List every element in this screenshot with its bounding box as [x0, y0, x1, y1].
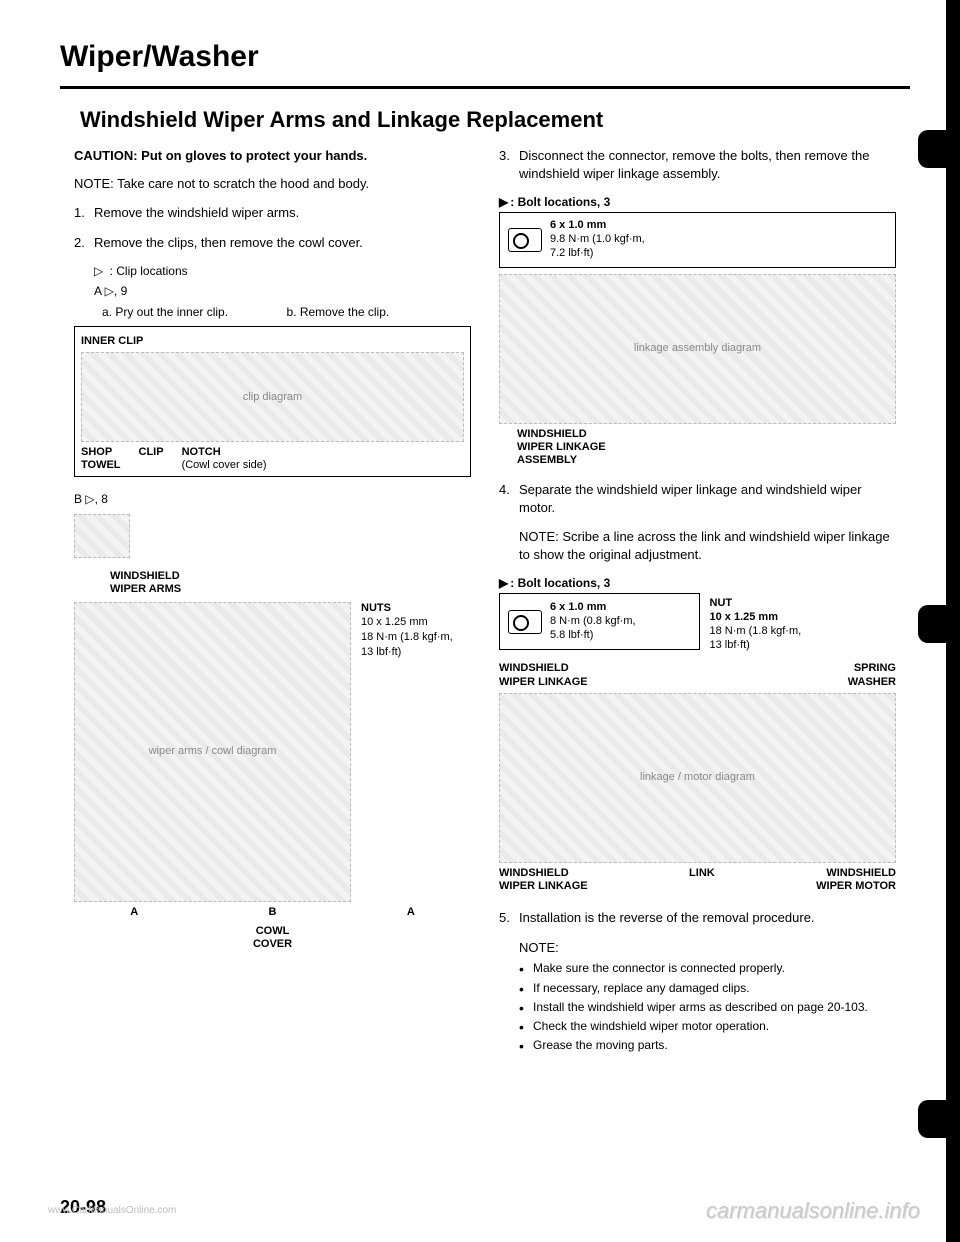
step-2: 2. Remove the clips, then remove the cow…	[74, 234, 471, 252]
bolt-locations-label-2: : Bolt locations, 3	[499, 575, 896, 591]
linkage-label-2: WINDSHIELD WIPER LINKAGE	[499, 867, 588, 893]
notes-list: Make sure the connector is connected pro…	[519, 960, 896, 1053]
step-number: 1.	[74, 204, 94, 222]
fig2-callouts: A B A	[74, 906, 471, 919]
nuts-label: NUTS	[361, 602, 471, 615]
thumb-tab	[918, 130, 946, 168]
thumb-tab	[918, 605, 946, 643]
bolt-spec-box-2: 6 x 1.0 mm 8 N·m (0.8 kgf·m, 5.8 lbf·ft)	[499, 593, 700, 650]
shop-towel-label: SHOP TOWEL	[81, 446, 121, 472]
caution-label: CAUTION:	[74, 148, 138, 163]
note-item: Install the windshield wiper arms as des…	[519, 999, 896, 1015]
page-title: Wiper/Washer	[60, 40, 910, 74]
fig4-callouts: WINDSHIELD WIPER LINKAGE LINK WINDSHIELD…	[499, 867, 896, 893]
step-number: 3.	[499, 147, 519, 182]
clip-sub-a: a. Pry out the inner clip.	[102, 304, 287, 320]
watermark-small: www.CarManualsOnline.com	[48, 1205, 176, 1216]
left-steps: 1. Remove the windshield wiper arms. 2. …	[74, 204, 471, 251]
two-column-layout: CAUTION: Put on gloves to protect your h…	[60, 147, 910, 1056]
clip-locations-label: : Clip locations	[94, 263, 471, 279]
right-steps-2: 4. Separate the windshield wiper linkage…	[499, 481, 896, 516]
right-column: 3. Disconnect the connector, remove the …	[485, 147, 910, 1056]
nut-spec-box: NUT 10 x 1.25 mm 18 N·m (1.8 kgf·m, 13 l…	[706, 593, 897, 656]
bolt-icon	[508, 610, 542, 634]
bolt-spec-box-1: 6 x 1.0 mm 9.8 N·m (1.0 kgf·m, 7.2 lbf·f…	[499, 212, 896, 267]
clip-b-icon	[74, 514, 130, 558]
figure-clip-removal: INNER CLIP clip diagram SHOP TOWEL CLIP …	[74, 326, 471, 478]
clip-locations-ref: A ▷, 9	[94, 283, 471, 299]
motor-label: WINDSHIELD WIPER MOTOR	[816, 867, 896, 893]
fig1-callouts: SHOP TOWEL CLIP NOTCH (Cowl cover side)	[81, 446, 464, 472]
watermark: carmanualsonline.info	[706, 1198, 920, 1224]
clip-substeps: a. Pry out the inner clip. b. Remove the…	[102, 304, 471, 320]
link-label: LINK	[689, 867, 715, 893]
linkage-label: WINDSHIELD WIPER LINKAGE	[499, 662, 609, 688]
notch-label: NOTCH (Cowl cover side)	[182, 446, 267, 472]
diagram-placeholder: wiper arms / cowl diagram	[74, 602, 351, 902]
figure-linkage-motor: WINDSHIELD WIPER LINKAGE SPRING WASHER l…	[499, 662, 896, 893]
nut-label: NUT	[710, 597, 733, 609]
marker-a: A	[130, 906, 138, 919]
step-4: 4. Separate the windshield wiper linkage…	[499, 481, 896, 516]
step-text: Remove the windshield wiper arms.	[94, 204, 471, 222]
caution-line: CAUTION: Put on gloves to protect your h…	[74, 147, 471, 165]
step-number: 4.	[499, 481, 519, 516]
bolt-nut-row: 6 x 1.0 mm 8 N·m (0.8 kgf·m, 5.8 lbf·ft)…	[499, 593, 896, 656]
left-column: CAUTION: Put on gloves to protect your h…	[60, 147, 485, 1056]
right-steps: 3. Disconnect the connector, remove the …	[499, 147, 896, 182]
note-text: Take care not to scratch the hood and bo…	[117, 176, 369, 191]
note-label: NOTE:	[74, 176, 114, 191]
step-5: 5. Installation is the reverse of the re…	[499, 909, 896, 927]
step-text: Remove the clips, then remove the cowl c…	[94, 234, 471, 252]
cowl-cover-label: COWL COVER	[74, 925, 471, 951]
figure-linkage-assembly: linkage assembly diagram	[499, 274, 896, 424]
step4-note: NOTE: Scribe a line across the link and …	[519, 528, 896, 563]
thumb-tab	[918, 1100, 946, 1138]
clip-label: CLIP	[139, 446, 164, 472]
step-text: Disconnect the connector, remove the bol…	[519, 147, 896, 182]
note-item: Make sure the connector is connected pro…	[519, 960, 896, 976]
note-line: NOTE: Take care not to scratch the hood …	[74, 175, 471, 193]
wiper-arms-label: WINDSHIELD WIPER ARMS	[110, 570, 471, 596]
note-item: Check the windshield wiper motor operati…	[519, 1018, 896, 1034]
section-title: Windshield Wiper Arms and Linkage Replac…	[80, 107, 910, 133]
triangle-icon	[94, 264, 106, 278]
inner-clip-label: INNER CLIP	[81, 335, 464, 348]
marker-b: B	[269, 906, 277, 919]
notes-heading: NOTE:	[519, 939, 896, 957]
step-text: Separate the windshield wiper linkage an…	[519, 481, 896, 516]
bolt-spec-text: 6 x 1.0 mm 9.8 N·m (1.0 kgf·m, 7.2 lbf·f…	[550, 219, 645, 260]
right-steps-3: 5. Installation is the reverse of the re…	[499, 909, 896, 927]
divider	[60, 86, 910, 89]
step-text: Installation is the reverse of the remov…	[519, 909, 896, 927]
diagram-placeholder: clip diagram	[81, 352, 464, 442]
figure-wiper-arms: WINDSHIELD WIPER ARMS wiper arms / cowl …	[74, 570, 471, 952]
step-1: 1. Remove the windshield wiper arms.	[74, 204, 471, 222]
note-item: Grease the moving parts.	[519, 1037, 896, 1053]
linkage-assembly-label: WINDSHIELD WIPER LINKAGE ASSEMBLY	[517, 428, 896, 468]
note-text: Scribe a line across the link and windsh…	[519, 529, 890, 562]
step-number: 5.	[499, 909, 519, 927]
bolt-spec-text: 6 x 1.0 mm 8 N·m (0.8 kgf·m, 5.8 lbf·ft)	[550, 601, 636, 642]
bolt-icon	[508, 228, 542, 252]
page-edge-binding	[946, 0, 960, 1242]
caution-text: Put on gloves to protect your hands.	[141, 148, 367, 163]
b-ref: B ▷, 8	[74, 491, 471, 507]
diagram-placeholder: linkage / motor diagram	[499, 693, 896, 863]
note-item: If necessary, replace any damaged clips.	[519, 980, 896, 996]
nuts-spec: 10 x 1.25 mm 18 N·m (1.8 kgf·m, 13 lbf·f…	[361, 615, 471, 660]
spring-washer-label: SPRING WASHER	[617, 662, 896, 692]
bolt-locations-label: : Bolt locations, 3	[499, 194, 896, 210]
marker-a: A	[407, 906, 415, 919]
clip-sub-b: b. Remove the clip.	[287, 304, 472, 320]
note-label: NOTE:	[519, 529, 559, 544]
step-3: 3. Disconnect the connector, remove the …	[499, 147, 896, 182]
step-number: 2.	[74, 234, 94, 252]
